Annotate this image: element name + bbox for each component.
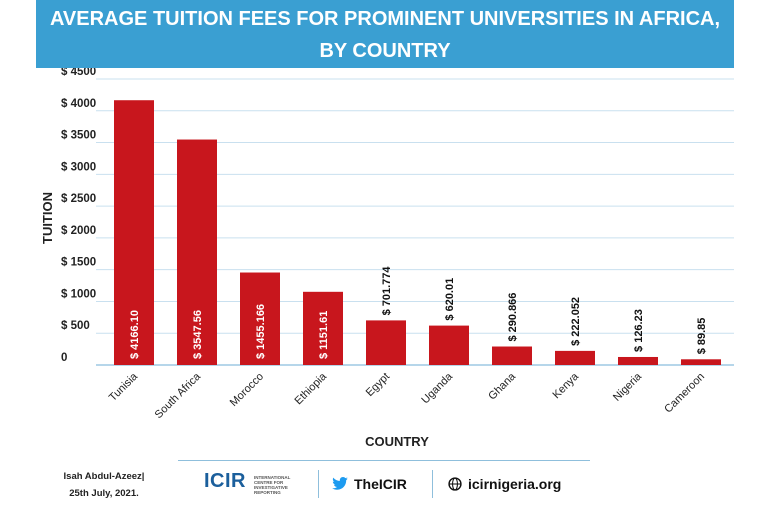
chart-title-line2: BY COUNTRY [319,40,451,62]
bar-nigeria [618,356,658,365]
footer-divider [178,460,590,461]
icir-logo-subtext: INTERNATIONAL CENTRE FOR INVESTIGATIVE R… [254,475,291,495]
bars [114,100,721,366]
x-tick-label: Nigeria [611,370,645,404]
footer-separator [432,470,433,498]
x-tick-label: Egypt [364,371,392,399]
bar-ghana [492,346,532,365]
author-name: Isah Abdul-Azeez| [63,471,145,482]
value-label: $ 1455.166 [255,304,267,359]
x-tick-label: Cameroon [662,371,707,416]
x-axis-ticks: Tunisia South Africa Morocco Ethiopia Egypt U… [107,370,707,421]
x-tick-label: Morocco [228,371,266,409]
twitter-icon [332,477,348,490]
website-text: icirnigeria.org [468,476,562,492]
bar-kenya [555,350,595,365]
bar-chart: 0 $ 500 $ 1000 $ 1500 $ 2000 $ 2500 $ 3000 $ 35… [40,68,734,449]
bar-uganda [429,325,469,365]
twitter-handle[interactable]: TheICIR [332,476,407,492]
bar-ethiopia [303,291,343,365]
value-label: $ 1151.61 [318,311,330,359]
y-tick-label: $ 4500 [61,68,96,78]
publish-date: 25th July, 2021. [69,488,139,499]
globe-icon [448,477,462,491]
icir-logo: ICIR [204,470,246,492]
x-tick-label: Kenya [551,370,582,401]
twitter-handle-text: TheICIR [354,476,407,492]
x-tick-label: Ethiopia [293,370,330,407]
y-tick-label: $ 2000 [61,225,96,237]
website-link[interactable]: icirnigeria.org [448,476,561,492]
value-label: $ 620.01 [444,278,456,321]
x-axis-label: COUNTRY [365,434,429,449]
bar-south-africa [177,139,217,365]
y-axis-label: TUITION [40,192,55,244]
bar-cameroon [681,359,721,365]
value-label: $ 701.774 [381,266,393,316]
value-label: $ 89.85 [696,318,708,355]
value-label: $ 4166.10 [129,310,141,359]
y-tick-label: $ 2500 [61,193,96,205]
chart-title-banner: AVERAGE TUITION FEES FOR PROMINENT UNIVE… [36,0,734,68]
y-tick-label: $ 3500 [61,130,96,142]
footer-separator [318,470,319,498]
value-label: $ 3547.56 [192,310,204,359]
value-label: $ 126.23 [633,309,645,352]
y-tick-label: $ 500 [61,320,90,332]
bar-morocco [240,272,280,365]
x-tick-label: South Africa [153,370,204,421]
y-tick-label: $ 4000 [61,98,96,110]
bar-egypt [366,320,406,365]
chart-title-line1: AVERAGE TUITION FEES FOR PROMINENT UNIVE… [49,8,721,30]
value-label: $ 222.052 [570,297,582,346]
y-tick-label: 0 [61,352,67,364]
x-tick-label: Uganda [419,370,455,406]
y-tick-label: $ 3000 [61,161,96,173]
y-tick-label: $ 1500 [61,257,96,269]
y-tick-label: $ 1000 [61,288,96,300]
value-label: $ 290.866 [507,293,519,342]
value-labels: $ 4166.10 $ 3547.56 $ 1455.166 $ 1151.61 $ 7… [129,266,708,359]
x-tick-label: Tunisia [107,370,141,404]
x-tick-label: Ghana [486,370,518,402]
bar-tunisia [114,100,154,366]
y-axis-ticks: 0 $ 500 $ 1000 $ 1500 $ 2000 $ 2500 $ 3000 $ 35… [61,68,96,364]
author-credit: Isah Abdul-Azeez| 25th July, 2021. [44,468,164,502]
